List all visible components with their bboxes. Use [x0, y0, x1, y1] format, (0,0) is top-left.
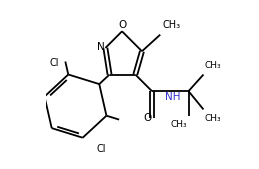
Text: Cl: Cl	[49, 58, 59, 68]
Text: N: N	[97, 42, 105, 52]
Text: NH: NH	[166, 92, 181, 102]
Text: CH₃: CH₃	[170, 120, 187, 129]
Text: CH₃: CH₃	[163, 20, 181, 30]
Text: O: O	[118, 20, 127, 30]
Text: CH₃: CH₃	[204, 61, 221, 70]
Text: CH₃: CH₃	[204, 114, 221, 123]
Text: Cl: Cl	[97, 144, 106, 154]
Text: O: O	[144, 113, 152, 123]
